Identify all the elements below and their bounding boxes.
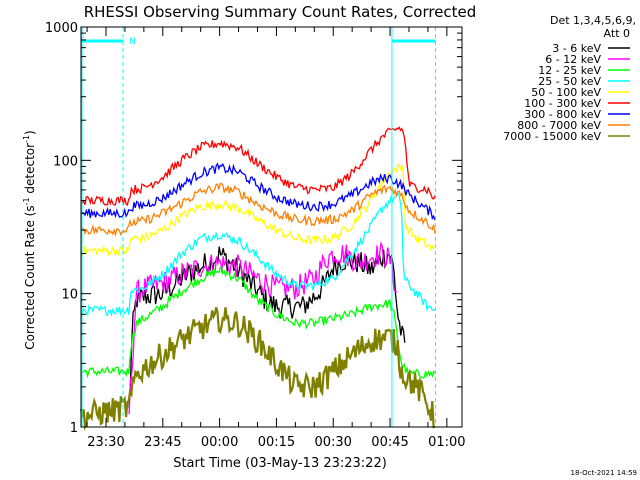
marker-label: N xyxy=(129,37,136,47)
legend-label-3: 12 - 25 keV xyxy=(538,64,601,77)
legend-label-4: 25 - 50 keV xyxy=(538,75,601,88)
y-axis-label-sup2: -1 xyxy=(22,135,31,143)
x-tick-label: 00:00 xyxy=(201,435,238,450)
x-tick-label: 00:30 xyxy=(314,435,351,450)
x-tick-label: 00:45 xyxy=(371,435,408,450)
legend-label-6: 100 - 300 keV xyxy=(524,97,601,110)
series-line-6 xyxy=(80,125,436,207)
y-tick-label: 10 xyxy=(61,288,78,303)
series-line-9 xyxy=(79,307,435,431)
y-tick-label: 100 xyxy=(53,154,78,169)
legend-label-7: 300 - 800 keV xyxy=(524,108,601,121)
plot-area: N 1 10 100 1000 23:30 23:45 00:00 00:15 00:30 00:4… xyxy=(45,21,466,450)
series-line-8 xyxy=(80,182,436,238)
y-axis-label-main: Corrected Count Rate (s xyxy=(23,205,37,349)
y-tick-label: 1 xyxy=(70,421,78,436)
series-line-1 xyxy=(128,246,406,409)
y-axis-label-end: ) xyxy=(23,130,37,135)
legend-label-5: 50 - 100 keV xyxy=(531,86,601,99)
series-line-7 xyxy=(80,162,436,221)
legend-label-9: 7000 - 15000 keV xyxy=(503,130,601,143)
series-line-2 xyxy=(128,241,398,415)
x-tick-label: 23:45 xyxy=(144,435,181,450)
plot-frame xyxy=(80,26,463,428)
legend-label-8: 800 - 7000 keV xyxy=(517,119,601,132)
legend-header-attenuator: Att 0 xyxy=(604,27,630,40)
y-axis-label: Corrected Count Rate (s-1 detector-1) xyxy=(22,130,37,349)
series-line-5 xyxy=(80,163,436,258)
series-line-4 xyxy=(80,191,435,317)
y-axis-label-sup1: -1 xyxy=(22,197,31,205)
x-tick-label: 00:15 xyxy=(258,435,295,450)
legend-label-1: 3 - 6 keV xyxy=(552,42,601,55)
chart-title: RHESSI Observing Summary Count Rates, Co… xyxy=(84,3,477,21)
x-tick-label: 23:30 xyxy=(87,435,124,450)
legend-header-detectors: Det 1,3,4,5,6,9, xyxy=(550,14,636,27)
y-tick-label: 1000 xyxy=(45,21,78,36)
x-tick-label: 01:00 xyxy=(428,435,465,450)
series-line-3 xyxy=(80,266,436,379)
footer-date: 18-Oct-2021 14:59 xyxy=(571,469,637,477)
x-axis-label: Start Time (03-May-13 23:23:22) xyxy=(173,456,387,471)
legend-label-2: 6 - 12 keV xyxy=(545,53,601,66)
y-axis-label-mid: detector xyxy=(23,143,37,198)
